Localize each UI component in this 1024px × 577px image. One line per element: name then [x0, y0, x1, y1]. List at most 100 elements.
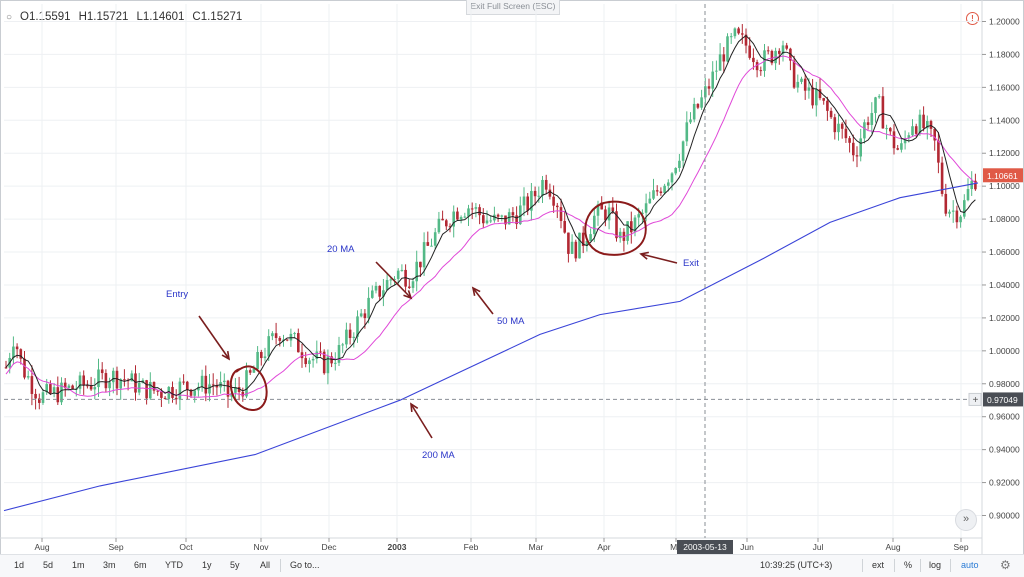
candle-body — [726, 36, 729, 62]
candle-body — [933, 128, 936, 141]
percent-toggle[interactable]: % — [904, 560, 913, 570]
candle-body — [907, 135, 911, 139]
candle-body — [696, 103, 700, 108]
candle-body — [478, 207, 481, 216]
candle-body — [803, 78, 807, 91]
candle-body — [578, 232, 581, 259]
timeframe-ytd[interactable]: YTD — [165, 560, 183, 570]
candle-body — [137, 382, 141, 393]
candle-body — [755, 62, 759, 71]
candle-body — [796, 81, 800, 88]
candle-body — [378, 285, 381, 297]
candle-body — [82, 375, 85, 386]
candle-body — [23, 358, 26, 378]
timeframe-3m[interactable]: 3m — [103, 560, 116, 570]
arrow-exit-head — [639, 251, 649, 260]
candle-body — [67, 385, 71, 388]
candle-body — [4, 367, 8, 369]
candle-body — [959, 216, 962, 223]
candle-body — [892, 131, 896, 149]
x-tick-label: Dec — [321, 542, 337, 552]
candle-body — [826, 100, 829, 111]
candle-body — [593, 215, 596, 235]
candle-body — [241, 391, 245, 397]
candle-body — [741, 33, 744, 35]
timeframe-1y[interactable]: 1y — [202, 560, 212, 570]
x-tick-label: Sep — [108, 542, 123, 552]
crosshair-date-label: 2003-05-13 — [683, 542, 727, 552]
log-toggle[interactable]: log — [929, 560, 942, 570]
x-tick-label: 2003 — [388, 542, 407, 552]
candle-body — [419, 261, 422, 268]
candle-body — [815, 89, 818, 106]
candle-body — [733, 28, 737, 37]
timeframe-1d[interactable]: 1d — [14, 560, 25, 570]
candle-body — [63, 382, 67, 388]
y-tick-label: 0.92000 — [989, 478, 1020, 488]
candle-body — [563, 220, 566, 233]
ma-50-line — [5, 55, 976, 398]
candle-body — [852, 142, 855, 156]
candle-body — [330, 356, 333, 364]
candle-body — [807, 87, 811, 91]
timeframe-1m[interactable]: 1m — [72, 560, 85, 570]
ext-toggle[interactable]: ext — [872, 560, 885, 570]
candle-body — [274, 333, 278, 338]
candle-body — [433, 232, 437, 246]
candle-body — [700, 97, 703, 108]
candle-body — [951, 210, 955, 212]
candle-body — [445, 220, 448, 227]
candle-body — [963, 200, 966, 217]
candle-body — [929, 121, 933, 129]
candle-body — [112, 370, 115, 383]
candle-body — [589, 234, 592, 242]
candle-body — [626, 221, 629, 241]
auto-toggle[interactable]: auto — [961, 560, 979, 570]
candle-body — [422, 242, 426, 268]
candle-body — [315, 351, 319, 359]
candle-body — [297, 333, 300, 353]
timeframe-5y[interactable]: 5y — [230, 560, 240, 570]
price-chart[interactable]: 1.20000 1.18000 1.16000 1.14000 1.12000 1.100… — [0, 0, 1024, 554]
candle-body — [89, 385, 93, 390]
candle-body — [970, 180, 973, 190]
x-tick-label: Mar — [529, 542, 544, 552]
plus-icon: + — [973, 395, 979, 406]
candle-body — [837, 123, 840, 133]
candle-body — [567, 232, 570, 254]
candle-body — [622, 231, 626, 241]
timeframe-5d[interactable]: 5d — [43, 560, 54, 570]
candle-body — [926, 121, 929, 129]
candle-body — [829, 110, 833, 118]
candle-body — [759, 70, 763, 72]
candle-body — [163, 397, 167, 400]
timeframe-all[interactable]: All — [260, 560, 271, 570]
y-tick-label: 1.12000 — [989, 148, 1020, 158]
candle-body — [792, 60, 796, 88]
candle-body — [437, 218, 441, 233]
alert-circle-icon[interactable]: ! — [966, 12, 979, 25]
candle-body — [900, 143, 903, 150]
candle-body — [374, 285, 378, 291]
candle-body — [689, 119, 692, 123]
candle-body — [559, 207, 563, 221]
candle-body — [160, 391, 163, 398]
gear-icon[interactable]: ⚙ — [1000, 558, 1011, 572]
double-chevron-right-icon[interactable]: » — [955, 509, 977, 531]
clock: 10:39:25 (UTC+3) — [760, 560, 833, 570]
candle-body — [352, 336, 356, 338]
candle-body — [474, 207, 478, 209]
candle-body — [911, 126, 914, 136]
candle-body — [52, 387, 56, 394]
timeframe-6m[interactable]: 6m — [134, 560, 147, 570]
y-tick-label: 1.20000 — [989, 17, 1020, 27]
y-tick-label: 1.02000 — [989, 313, 1020, 323]
candle-body — [789, 48, 792, 61]
candle-body — [245, 370, 248, 397]
goto-button[interactable]: Go to... — [290, 560, 320, 570]
candle-body — [311, 358, 315, 361]
candle-body — [189, 389, 193, 396]
candle-body — [200, 375, 204, 387]
candle-body — [252, 369, 256, 373]
ohlc-close: C1.15271 — [192, 11, 243, 23]
